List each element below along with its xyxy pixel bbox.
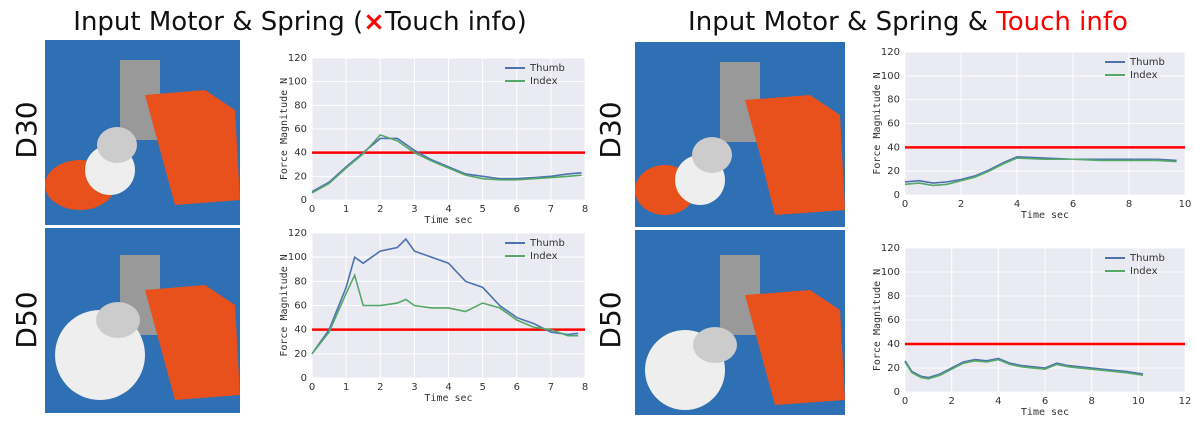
right-title: Input Motor & Spring & Touch info (688, 7, 1128, 37)
row-label: D50 (10, 291, 43, 348)
x-tick-label: 0 (309, 204, 315, 215)
y-axis-label: Force Magnitude N (279, 78, 290, 180)
y-tick-label: 40 (294, 148, 307, 159)
y-tick-label: 60 (294, 301, 307, 312)
figure: Input Motor & Spring (×Touch info) Input… (0, 0, 1195, 417)
x-tick-label: 8 (582, 204, 588, 215)
x-axis-label: Time sec (1021, 407, 1069, 417)
x-tick-label: 3 (411, 382, 417, 393)
x-tick-label: 8 (1126, 199, 1132, 210)
x-tick-label: 8 (582, 382, 588, 393)
y-tick-label: 120 (881, 47, 900, 58)
y-tick-label: 0 (894, 387, 900, 398)
x-tick-label: 4 (445, 382, 451, 393)
y-tick-label: 100 (288, 252, 307, 263)
y-tick-label: 0 (301, 373, 307, 384)
y-tick-label: 20 (294, 349, 307, 360)
x-tick-label: 7 (548, 204, 554, 215)
x-tick-label: 2 (948, 396, 954, 407)
legend-label: Index (1130, 266, 1158, 277)
legend-label: Index (530, 76, 558, 87)
y-tick-label: 120 (288, 53, 307, 64)
y-tick-label: 40 (887, 339, 900, 350)
title-text: Input Motor & Spring ( (73, 7, 363, 37)
photo (45, 228, 240, 413)
legend-label: Index (530, 251, 558, 262)
x-tick-label: 2 (958, 199, 964, 210)
y-tick-label: 80 (887, 291, 900, 302)
x-tick-label: 2 (377, 204, 383, 215)
y-axis-label: Force Magnitude N (872, 72, 883, 174)
legend-label: Thumb (1129, 253, 1165, 264)
y-tick-label: 80 (887, 95, 900, 106)
x-tick-label: 7 (548, 382, 554, 393)
chart: 0 20 40 60 80 100 120 0 1 2 3 4 5 6 7 8 Time sec Force Ma… (279, 228, 588, 404)
y-tick-label: 20 (294, 171, 307, 182)
chart: 0 20 40 60 80 100 120 0 2 4 6 8 10 Time sec Force Magn… (872, 47, 1191, 221)
x-axis-label: Time sec (424, 215, 472, 226)
y-tick-label: 20 (887, 166, 900, 177)
chart: 0 20 40 60 80 100 120 0 2 4 6 8 10 12 Time sec Force Ma… (872, 243, 1191, 417)
legend-label: Thumb (529, 63, 565, 74)
y-tick-label: 40 (887, 142, 900, 153)
title-mark: × (363, 7, 385, 37)
x-tick-label: 12 (1179, 396, 1192, 407)
chart: 0 20 40 60 80 100 120 0 1 2 3 4 5 6 7 8 Time sec Force Ma… (279, 53, 588, 226)
y-tick-label: 60 (294, 124, 307, 135)
title-text: Input Motor & Spring & (688, 7, 996, 37)
y-tick-label: 80 (294, 100, 307, 111)
legend-label: Thumb (529, 238, 565, 249)
x-tick-label: 5 (479, 382, 485, 393)
x-axis-label: Time sec (1021, 210, 1069, 221)
row-label: D30 (10, 101, 43, 158)
x-tick-label: 6 (514, 204, 520, 215)
x-tick-label: 0 (902, 396, 908, 407)
y-tick-label: 100 (288, 77, 307, 88)
x-tick-label: 4 (1014, 199, 1020, 210)
photo (635, 230, 845, 415)
left-title: Input Motor & Spring (×Touch info) (73, 7, 526, 37)
photo (45, 40, 240, 225)
row-label: D50 (594, 291, 627, 348)
x-tick-label: 0 (309, 382, 315, 393)
y-tick-label: 40 (294, 325, 307, 336)
x-tick-label: 4 (995, 396, 1001, 407)
x-tick-label: 2 (377, 382, 383, 393)
y-tick-label: 60 (887, 315, 900, 326)
x-tick-label: 5 (479, 204, 485, 215)
y-axis-label: Force Magnitude N (279, 254, 290, 356)
title-text: Touch info) (384, 7, 527, 37)
y-tick-label: 120 (288, 228, 307, 239)
x-tick-label: 6 (514, 382, 520, 393)
x-tick-label: 1 (343, 204, 349, 215)
x-tick-label: 8 (1088, 396, 1094, 407)
x-tick-label: 0 (902, 199, 908, 210)
title-highlight: Touch info (995, 7, 1128, 37)
legend-label: Thumb (1129, 57, 1165, 68)
y-tick-label: 0 (894, 190, 900, 201)
x-tick-label: 1 (343, 382, 349, 393)
x-axis-label: Time sec (424, 393, 472, 404)
y-axis-label: Force Magnitude N (872, 269, 883, 371)
legend-label: Index (1130, 70, 1158, 81)
x-tick-label: 6 (1042, 396, 1048, 407)
x-tick-label: 4 (445, 204, 451, 215)
y-tick-label: 80 (294, 276, 307, 287)
y-tick-label: 100 (881, 71, 900, 82)
y-tick-label: 60 (887, 119, 900, 130)
y-tick-label: 0 (301, 195, 307, 206)
y-tick-label: 20 (887, 363, 900, 374)
row-label: D30 (594, 101, 627, 158)
y-tick-label: 120 (881, 243, 900, 254)
y-tick-label: 100 (881, 267, 900, 278)
x-tick-label: 6 (1070, 199, 1076, 210)
x-tick-label: 3 (411, 204, 417, 215)
x-tick-label: 10 (1179, 199, 1192, 210)
photo (635, 42, 845, 227)
x-tick-label: 10 (1132, 396, 1145, 407)
